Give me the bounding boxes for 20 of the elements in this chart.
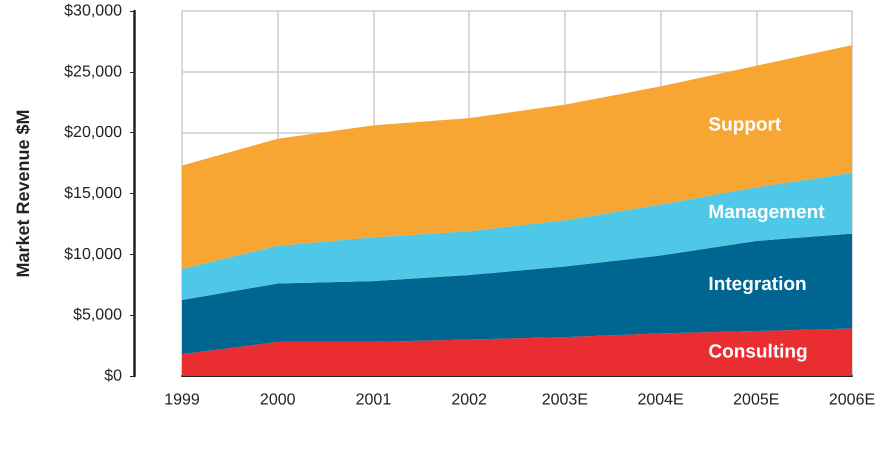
- series-label: Integration: [708, 274, 807, 295]
- series-label: Management: [708, 202, 826, 224]
- y-tick-label: $20,000: [64, 124, 122, 142]
- y-tick-label: $5,000: [73, 306, 122, 324]
- y-tick-label: $30,000: [64, 2, 122, 20]
- x-tick-label: 2000: [260, 392, 296, 408]
- series-label: Support: [708, 114, 782, 136]
- y-tick-label: $25,000: [64, 63, 122, 80]
- y-tick-label: $10,000: [64, 246, 122, 263]
- series-label: Consulting: [708, 341, 808, 362]
- y-tick-label: $15,000: [64, 185, 122, 202]
- y-tick-label: $0: [104, 368, 122, 384]
- x-tick-label: 2002: [451, 392, 488, 408]
- y-axis-title: Market Revenue $M: [13, 109, 33, 278]
- x-tick-label: 2004E: [637, 392, 684, 408]
- x-tick-label: 2003E: [542, 392, 588, 408]
- x-tick-label: 2005E: [733, 392, 780, 408]
- x-tick-label: 2001: [356, 392, 392, 408]
- x-tick-label: 2006E: [828, 392, 876, 408]
- x-tick-label: 1999: [164, 392, 200, 408]
